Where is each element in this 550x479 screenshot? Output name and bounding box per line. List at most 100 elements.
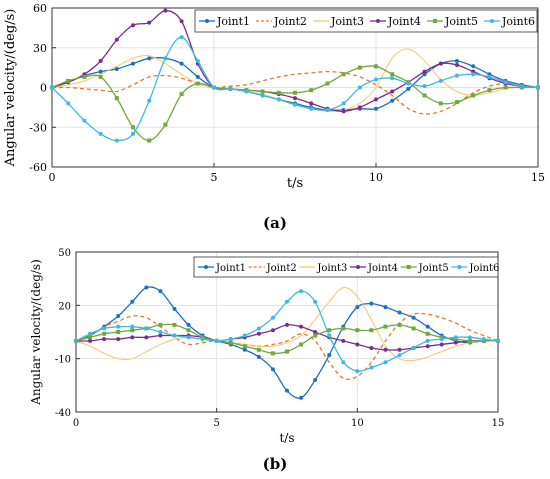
data-point-joint6-28 (503, 80, 508, 85)
data-point-joint5-28 (503, 85, 508, 90)
data-point-joint4-16 (299, 324, 304, 329)
data-point-joint5-13 (256, 347, 261, 352)
x-tick-label: 5 (213, 418, 219, 429)
y-tick-label: 20 (58, 301, 71, 312)
data-point-joint6-25 (455, 73, 459, 78)
data-point-joint1-16 (299, 395, 304, 400)
data-point-joint6-0 (50, 85, 54, 90)
data-point-joint6-18 (327, 333, 332, 338)
data-point-joint5-16 (309, 88, 314, 93)
data-point-joint1-25 (425, 324, 430, 329)
data-point-joint1-21 (369, 301, 374, 306)
data-point-joint5-6 (147, 138, 152, 143)
data-point-joint6-29 (519, 84, 524, 89)
data-point-joint5-23 (397, 322, 402, 327)
data-point-joint6-29 (481, 337, 486, 342)
data-point-joint6-4 (130, 324, 135, 329)
data-point-joint6-12 (244, 89, 249, 94)
series-line-joint3 (75, 287, 499, 362)
data-point-joint1-20 (374, 106, 378, 111)
x-tick-label: 10 (369, 171, 383, 184)
data-point-joint6-19 (357, 85, 362, 90)
data-point-joint6-21 (369, 365, 374, 370)
data-point-joint6-2 (82, 118, 87, 123)
data-point-joint6-18 (341, 101, 346, 106)
data-point-joint5-8 (179, 92, 184, 97)
legend-label-joint4: Joint4 (387, 15, 421, 28)
data-point-joint6-27 (487, 74, 492, 79)
data-point-joint1-25 (455, 59, 459, 63)
data-point-joint4-6 (158, 333, 163, 338)
data-point-joint5-6 (158, 322, 163, 327)
x-tick-label: 15 (492, 418, 505, 429)
data-point-joint5-18 (327, 328, 332, 333)
data-point-joint6-4 (114, 138, 119, 143)
chart-panel-2: 0 5 10 15 -40 -10 20 50 t/s Angular velocity/(deg… (29, 248, 504, 473)
y-tick-label: -10 (55, 355, 71, 366)
data-point-joint5-16 (299, 342, 304, 347)
series-joint6 (50, 35, 540, 143)
data-point-joint6-11 (228, 86, 233, 91)
data-point-joint4-6 (147, 20, 152, 25)
y-tick-label: 50 (58, 248, 71, 259)
data-point-joint4-21 (390, 89, 395, 94)
data-point-joint6-15 (293, 102, 297, 107)
data-point-joint4-18 (341, 109, 346, 114)
data-point-joint4-4 (130, 335, 135, 340)
data-point-joint6-23 (397, 353, 402, 358)
data-point-joint4-20 (355, 342, 360, 347)
data-point-joint6-9 (200, 337, 205, 342)
data-point-joint6-0 (74, 338, 78, 343)
y-tick-label: 0 (40, 82, 47, 95)
data-point-joint5-14 (270, 351, 275, 356)
legend-marker-joint5 (406, 265, 411, 269)
data-point-joint1-6 (158, 289, 163, 294)
data-point-joint5-24 (411, 326, 416, 331)
data-point-joint4-5 (131, 23, 135, 28)
data-point-joint6-2 (102, 326, 107, 331)
data-point-joint1-17 (313, 378, 318, 382)
data-point-joint5-1 (88, 335, 93, 340)
data-point-joint6-9 (195, 59, 200, 63)
data-point-joint5-7 (163, 122, 168, 127)
legend: Joint1 Joint2 Joint3 Joint4 Joint5 Joint6 (193, 256, 499, 278)
data-point-joint1-6 (147, 56, 152, 61)
data-point-joint5-22 (383, 324, 388, 329)
plot-area-frame (75, 251, 499, 413)
data-point-joint4-26 (439, 342, 444, 347)
data-point-joint1-5 (131, 61, 135, 66)
y-axis-label: Angular velocity/(deg/s) (29, 259, 43, 406)
data-point-joint4-27 (453, 340, 458, 345)
data-point-joint6-23 (422, 84, 427, 89)
data-point-joint6-3 (98, 131, 103, 136)
data-point-joint6-8 (179, 35, 184, 40)
legend-marker-joint1 (204, 265, 208, 269)
data-point-joint1-18 (327, 353, 332, 358)
data-point-joint4-25 (425, 344, 430, 349)
data-point-joint4-21 (369, 346, 374, 350)
legend-marker-joint6 (457, 265, 462, 269)
data-point-joint4-15 (293, 96, 297, 101)
data-point-joint6-22 (406, 81, 411, 86)
data-point-joint6-24 (438, 78, 443, 83)
series-line-joint2 (75, 312, 499, 381)
series-joint6 (74, 289, 500, 374)
data-point-joint5-25 (455, 100, 459, 105)
data-point-joint5-21 (369, 328, 374, 333)
data-point-joint6-10 (214, 338, 219, 343)
data-point-joint6-30 (496, 338, 500, 343)
data-point-joint6-1 (66, 101, 71, 106)
data-point-joint5-7 (172, 322, 177, 327)
chart-panel-1: 0 5 10 15 -60 -30 0 30 60 t/s Angular velocity/(de… (3, 2, 545, 232)
data-point-joint6-26 (471, 72, 476, 77)
data-point-joint4-2 (102, 337, 107, 342)
data-point-joint4-14 (270, 328, 275, 333)
data-point-joint6-14 (276, 97, 281, 102)
legend-label-joint1: Joint1 (216, 15, 250, 28)
y-tick-label: -60 (29, 161, 47, 174)
data-point-joint1-4 (114, 66, 119, 71)
data-point-joint5-5 (131, 125, 135, 130)
x-tick-label: 0 (73, 418, 79, 429)
data-point-joint6-13 (256, 326, 261, 331)
